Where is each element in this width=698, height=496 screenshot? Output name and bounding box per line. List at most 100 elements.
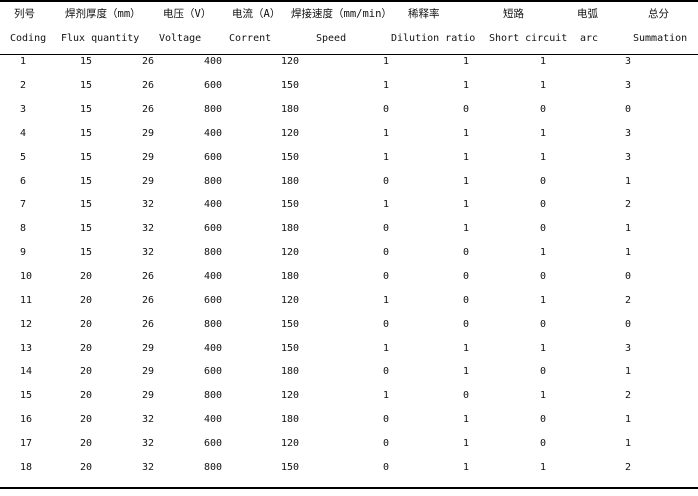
cell-summation: 3 <box>625 342 632 354</box>
cell-speed: 120 <box>281 294 300 306</box>
cell-short-circuit: 1 <box>463 175 470 187</box>
header-en-coding: Coding <box>10 33 47 44</box>
cell-current: 400 <box>204 271 223 283</box>
cell-coding: 17 <box>20 437 33 449</box>
cell-current: 800 <box>204 247 223 259</box>
cell-short-circuit: 1 <box>463 437 470 449</box>
cell-flux-quantity: 20 <box>80 318 93 330</box>
results-table: 1 15 26 400 120 1 1 1 3 2 15 26 600 150 1 1 1 3 3 15 26 800 18… <box>0 50 698 479</box>
header-cn-flux-quantity: 焊剂厚度（mm） <box>65 8 141 20</box>
header-en-speed: Speed <box>316 33 347 44</box>
cell-dilution-ratio: 0 <box>383 461 390 473</box>
header-cn-coding: 列号 <box>14 8 35 20</box>
cell-speed: 180 <box>281 175 300 187</box>
table-row: 10 20 26 400 180 0 0 0 0 <box>0 265 698 289</box>
cell-arc: 0 <box>540 414 547 426</box>
cell-summation: 1 <box>625 223 632 235</box>
cell-flux-quantity: 20 <box>80 437 93 449</box>
cell-coding: 11 <box>20 294 33 306</box>
cell-speed: 150 <box>281 342 300 354</box>
cell-coding: 4 <box>20 127 27 139</box>
cell-flux-quantity: 20 <box>80 414 93 426</box>
cell-arc: 0 <box>540 104 547 116</box>
cell-dilution-ratio: 1 <box>383 151 390 163</box>
cell-dilution-ratio: 1 <box>383 80 390 92</box>
cell-summation: 0 <box>625 271 632 283</box>
header-cn-arc: 电弧 <box>577 8 598 20</box>
table-row: 5 15 29 600 150 1 1 1 3 <box>0 145 698 169</box>
cell-arc: 0 <box>540 271 547 283</box>
cell-speed: 180 <box>281 414 300 426</box>
cell-current: 400 <box>204 414 223 426</box>
cell-coding: 7 <box>20 199 27 211</box>
table-bottom-rule <box>0 487 698 489</box>
cell-summation: 1 <box>625 175 632 187</box>
cell-arc: 1 <box>540 80 547 92</box>
cell-short-circuit: 0 <box>463 318 470 330</box>
cell-arc: 1 <box>540 390 547 402</box>
cell-flux-quantity: 15 <box>80 151 93 163</box>
cell-summation: 1 <box>625 437 632 449</box>
cell-arc: 1 <box>540 127 547 139</box>
cell-short-circuit: 1 <box>463 366 470 378</box>
header-cn-current: 电流（A） <box>232 8 281 20</box>
table-row: 8 15 32 600 180 0 1 0 1 <box>0 217 698 241</box>
cell-coding: 3 <box>20 104 27 116</box>
cell-current: 400 <box>204 199 223 211</box>
cell-coding: 5 <box>20 151 27 163</box>
cell-flux-quantity: 15 <box>80 175 93 187</box>
cell-coding: 1 <box>20 56 27 68</box>
header-en-short-circuit: Short circuit <box>489 33 568 44</box>
cell-short-circuit: 1 <box>463 151 470 163</box>
cell-speed: 150 <box>281 80 300 92</box>
cell-arc: 0 <box>540 366 547 378</box>
cell-dilution-ratio: 1 <box>383 199 390 211</box>
header-rule <box>0 54 698 55</box>
cell-current: 600 <box>204 151 223 163</box>
cell-summation: 2 <box>625 461 632 473</box>
cell-arc: 0 <box>540 437 547 449</box>
header-en-voltage: Voltage <box>159 33 202 44</box>
cell-speed: 120 <box>281 247 300 259</box>
cell-speed: 150 <box>281 199 300 211</box>
cell-arc: 0 <box>540 318 547 330</box>
cell-speed: 180 <box>281 223 300 235</box>
cell-short-circuit: 1 <box>463 414 470 426</box>
cell-dilution-ratio: 1 <box>383 342 390 354</box>
cell-summation: 1 <box>625 414 632 426</box>
table-row: 11 20 26 600 120 1 0 1 2 <box>0 288 698 312</box>
cell-voltage: 26 <box>142 104 155 116</box>
table-top-rule <box>0 0 698 2</box>
cell-short-circuit: 0 <box>463 390 470 402</box>
cell-arc: 1 <box>540 151 547 163</box>
cell-arc: 1 <box>540 342 547 354</box>
cell-short-circuit: 0 <box>463 104 470 116</box>
cell-flux-quantity: 20 <box>80 342 93 354</box>
cell-current: 400 <box>204 342 223 354</box>
cell-summation: 0 <box>625 104 632 116</box>
cell-arc: 1 <box>540 461 547 473</box>
cell-dilution-ratio: 0 <box>383 414 390 426</box>
cell-coding: 12 <box>20 318 33 330</box>
cell-voltage: 29 <box>142 342 155 354</box>
cell-dilution-ratio: 0 <box>383 104 390 116</box>
table-row: 6 15 29 800 180 0 1 0 1 <box>0 169 698 193</box>
cell-current: 400 <box>204 56 223 68</box>
table-row: 17 20 32 600 120 0 1 0 1 <box>0 432 698 456</box>
cell-speed: 180 <box>281 104 300 116</box>
cell-voltage: 32 <box>142 414 155 426</box>
cell-flux-quantity: 20 <box>80 366 93 378</box>
cell-current: 600 <box>204 80 223 92</box>
cell-flux-quantity: 15 <box>80 247 93 259</box>
cell-dilution-ratio: 0 <box>383 247 390 259</box>
header-cn-short-circuit: 短路 <box>503 8 524 20</box>
cell-summation: 3 <box>625 151 632 163</box>
cell-dilution-ratio: 1 <box>383 294 390 306</box>
cell-speed: 150 <box>281 461 300 473</box>
cell-arc: 1 <box>540 56 547 68</box>
cell-speed: 120 <box>281 390 300 402</box>
cell-coding: 2 <box>20 80 27 92</box>
cell-current: 600 <box>204 366 223 378</box>
header-en-current: Corrent <box>229 33 272 44</box>
